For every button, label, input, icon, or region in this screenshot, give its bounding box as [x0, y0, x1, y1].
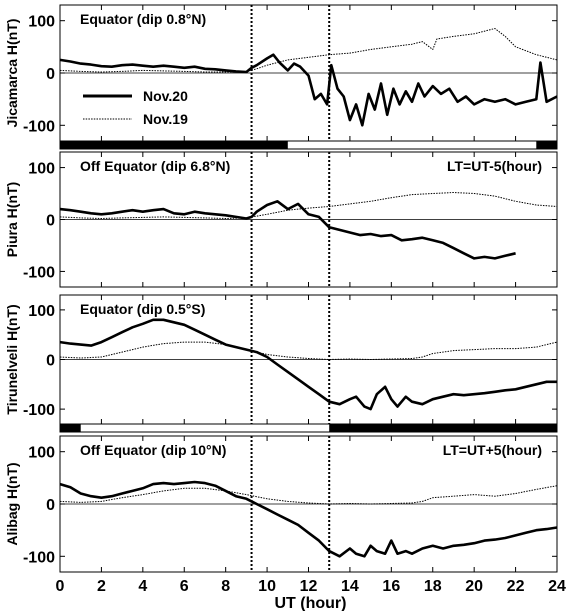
x-tick-label: 24 — [548, 578, 566, 595]
y-tick-label: -100 — [23, 402, 55, 419]
x-tick-label: 10 — [258, 578, 276, 595]
y-axis-label: Tirunelveli H(nT) — [4, 304, 20, 414]
series-line-nov20 — [59, 200, 516, 260]
panel-3: 100 0 -100 Equator (dip 0.5°S) Tirunelveli H… — [4, 294, 558, 433]
y-axis-label: Alibag H(nT) — [4, 462, 20, 545]
y-tick-label: -100 — [23, 118, 55, 135]
series-line-nov20 — [59, 480, 558, 558]
x-axis-label: UT (hour) — [275, 595, 347, 611]
y-tick-label: 100 — [28, 14, 55, 31]
panel-annotation: Off Equator (dip 6.8°N) — [80, 158, 230, 174]
x-tick-label: 18 — [424, 578, 442, 595]
panel-4: 100 0 -100 Off Equator (dip 10°N) LT=UT+5(ho… — [4, 435, 558, 573]
night-bar-segment — [536, 141, 557, 149]
panel-2: 100 0 -100 Off Equator (dip 6.8°N) LT=UT-5(h… — [4, 151, 558, 288]
y-tick-label: 100 — [28, 303, 55, 320]
panel-annotation: Equator (dip 0.5°S) — [80, 301, 205, 317]
legend: Nov.20 Nov.19 — [83, 88, 188, 127]
x-tick-label: 14 — [341, 578, 359, 595]
night-bar — [59, 140, 558, 150]
lt-note: LT=UT-5(hour) — [447, 158, 542, 174]
series-line-nov19 — [59, 341, 558, 360]
night-bar-segment — [60, 141, 288, 149]
x-tick-label: 20 — [465, 578, 483, 595]
night-bar-segment — [329, 424, 557, 432]
panel-annotation: Equator (dip 0.8°N) — [80, 11, 206, 27]
x-tick-label: 4 — [138, 578, 147, 595]
legend-label: Nov.20 — [143, 88, 188, 104]
y-axis-label: Jicamarca H(nT) — [4, 19, 20, 128]
series-line-nov20 — [59, 53, 558, 127]
x-tick-label: 6 — [180, 578, 189, 595]
lt-note: LT=UT+5(hour) — [443, 442, 542, 458]
y-tick-label: -100 — [23, 264, 55, 281]
y-tick-label: 100 — [28, 445, 55, 462]
series-line-nov19 — [59, 192, 558, 219]
x-tick-label: 16 — [382, 578, 400, 595]
y-tick-label: 0 — [46, 66, 55, 83]
series-line-nov20 — [59, 318, 557, 411]
x-tick-label: 22 — [507, 578, 525, 595]
y-axis-label: Piura H(nT) — [4, 182, 20, 257]
night-bar-segment — [60, 424, 81, 432]
y-tick-label: 100 — [28, 161, 55, 178]
x-tick-label: 2 — [97, 578, 106, 595]
y-tick-label: -100 — [23, 549, 55, 566]
x-tick-label: 12 — [300, 578, 318, 595]
series-line-nov19 — [59, 28, 558, 73]
panel-annotation: Off Equator (dip 10°N) — [80, 442, 226, 458]
series-line-nov19 — [59, 485, 558, 505]
y-tick-label: 0 — [46, 497, 55, 514]
x-tick-label: 8 — [221, 578, 230, 595]
y-tick-label: 0 — [46, 353, 55, 370]
y-tick-label: 0 — [46, 213, 55, 230]
x-tick-label: 0 — [56, 578, 65, 595]
panel-1: 100 0 -100 Equator (dip 0.8°N) Jicamarca H(n… — [4, 4, 558, 150]
legend-label: Nov.19 — [143, 111, 188, 127]
night-bar — [59, 423, 558, 433]
